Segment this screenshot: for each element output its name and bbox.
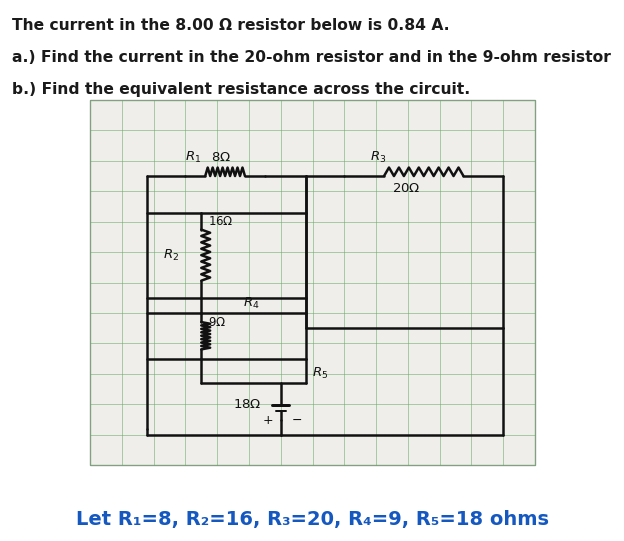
Text: 18$\Omega$: 18$\Omega$ xyxy=(233,398,261,411)
Text: 16$\Omega$: 16$\Omega$ xyxy=(208,215,233,228)
Text: The current in the 8.00 Ω resistor below is 0.84 A.: The current in the 8.00 Ω resistor below… xyxy=(12,18,450,33)
Text: $R_1$: $R_1$ xyxy=(185,150,202,166)
Text: 8$\Omega$: 8$\Omega$ xyxy=(211,151,231,164)
Text: Let R₁=8, R₂=16, R₃=20, R₄=9, R₅=18 ohms: Let R₁=8, R₂=16, R₃=20, R₄=9, R₅=18 ohms xyxy=(76,511,548,530)
Text: $R_2$: $R_2$ xyxy=(163,248,179,263)
Text: $R_4$: $R_4$ xyxy=(243,296,259,311)
Text: a.) Find the current in the 20-ohm resistor and in the 9-ohm resistor: a.) Find the current in the 20-ohm resis… xyxy=(12,50,611,65)
Text: $R_3$: $R_3$ xyxy=(369,150,386,166)
Text: b.) Find the equivalent resistance across the circuit.: b.) Find the equivalent resistance acros… xyxy=(12,82,470,97)
Text: $R_5$: $R_5$ xyxy=(313,366,329,381)
Text: +: + xyxy=(263,414,273,427)
Text: −: − xyxy=(291,414,302,427)
Text: 20$\Omega$: 20$\Omega$ xyxy=(392,182,421,195)
Text: 9$\Omega$: 9$\Omega$ xyxy=(208,315,226,328)
Bar xyxy=(90,100,535,465)
